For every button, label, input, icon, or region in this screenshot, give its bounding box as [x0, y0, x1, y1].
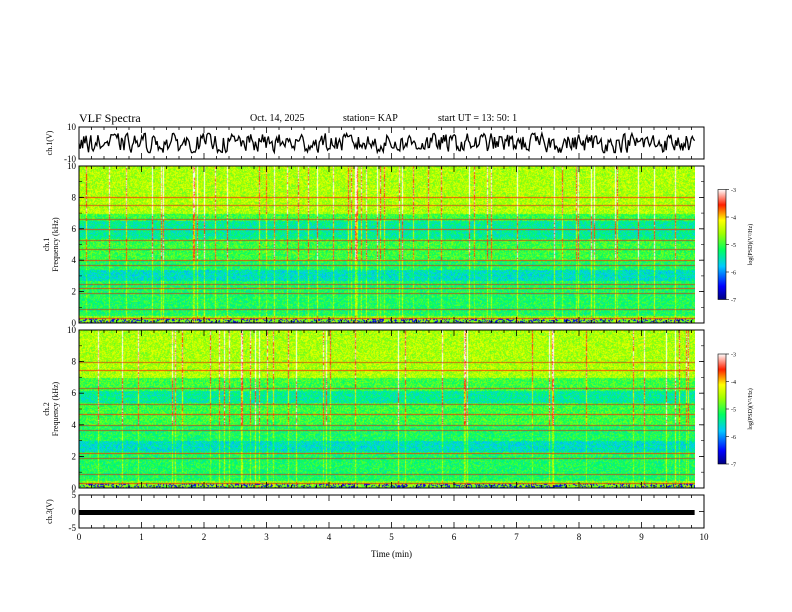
y-axis-label: ch.1(V): [45, 130, 54, 155]
x-tick-label: 2: [202, 532, 207, 542]
x-tick-label: 1: [139, 532, 144, 542]
colorbar-label: log(PSD)(V²/Hz): [747, 388, 754, 429]
x-tick-label: 6: [452, 532, 457, 542]
colorbar-tick-label: -6: [731, 435, 736, 441]
y-axis-label-channel: ch.1: [42, 238, 51, 252]
y-tick-label: 10: [67, 161, 77, 171]
panel-fills: [79, 166, 727, 488]
y-tick-label: 8: [72, 192, 77, 202]
waveform-lines: [78, 130, 696, 515]
colorbar-tick-label: -3: [731, 188, 736, 194]
y-tick-label: 0: [72, 318, 77, 328]
y-tick-label: 4: [72, 420, 77, 430]
x-tick-label: 9: [639, 532, 644, 542]
y-tick-label: 6: [72, 224, 77, 234]
axes: [78, 126, 729, 529]
colorbar-tick-label: -5: [731, 243, 736, 249]
y-tick-label: 6: [72, 388, 77, 398]
chart-title: VLF Spectra: [79, 111, 141, 125]
colorbar-tick-label: -3: [731, 353, 736, 359]
x-tick-label: 8: [577, 532, 582, 542]
x-tick-label: 10: [700, 532, 710, 542]
y-tick-label: 10: [67, 325, 77, 335]
ch2-spectrogram-image: [79, 330, 695, 488]
y-axis-label-frequency: Frequency (kHz): [51, 217, 60, 272]
colorbar-tick-label: -4: [731, 216, 736, 222]
x-tick-label: 7: [514, 532, 519, 542]
y-axis-label-channel: ch.2: [42, 402, 51, 416]
ch3-waveform-line: [79, 510, 695, 515]
y-tick-label: 2: [72, 287, 77, 297]
colorbar-tick-label: -7: [731, 463, 736, 469]
x-tick-label: 3: [264, 532, 269, 542]
colorbar-label: log(PSD)(V²/Hz): [747, 224, 754, 265]
colorbar-tick-label: -5: [731, 408, 736, 414]
start-time-label: start UT = 13: 50: 1: [438, 113, 518, 124]
x-axis-label: Time (min): [371, 549, 412, 559]
x-tick-label: 0: [77, 532, 82, 542]
colorbar: [717, 189, 727, 300]
ch1-waveform-line: [78, 130, 696, 155]
station-label: station= KAP: [343, 113, 398, 124]
colorbar: [717, 353, 727, 465]
y-tick-label: 4: [72, 255, 77, 265]
y-tick-label: 2: [72, 451, 77, 461]
x-tick-label: 5: [389, 532, 394, 542]
y-axis-label: ch.3(V): [45, 499, 54, 524]
y-tick-label: 5: [72, 490, 77, 500]
y-tick-label: -10: [64, 154, 76, 164]
date-label: Oct. 14, 2025: [250, 113, 305, 124]
colorbar-tick-label: -4: [731, 380, 736, 386]
y-tick-label: -5: [69, 523, 77, 533]
colorbar-tick-label: -7: [731, 298, 736, 304]
x-tick-label: 4: [327, 532, 332, 542]
y-tick-label: 0: [72, 507, 77, 517]
ch1-spectrogram-image: [79, 166, 695, 323]
y-tick-label: 10: [67, 122, 77, 132]
y-tick-label: 0: [72, 483, 77, 493]
y-tick-label: 8: [72, 357, 77, 367]
y-axis-label-frequency: Frequency (kHz): [51, 381, 60, 436]
colorbar-tick-label: -6: [731, 271, 736, 277]
